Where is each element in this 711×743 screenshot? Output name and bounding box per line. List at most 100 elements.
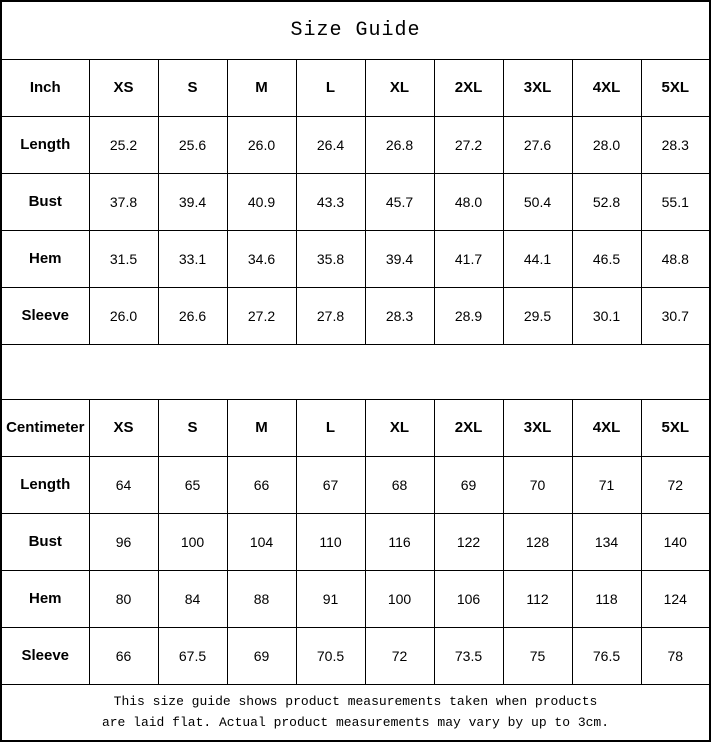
measurement-cell: 106 <box>433 569 504 628</box>
footer-row: This size guide shows product measuremen… <box>0 683 711 742</box>
measurement-cell: 73.5 <box>433 626 504 685</box>
measurement-cell: 28.9 <box>433 286 504 345</box>
measurement-cell: 66 <box>226 455 297 514</box>
measurement-cell: 55.1 <box>640 172 711 231</box>
measurement-cell: 27.8 <box>295 286 366 345</box>
measurement-cell: 39.4 <box>157 172 228 231</box>
measurement-cell: 45.7 <box>364 172 435 231</box>
spacer-cell <box>0 343 711 400</box>
measurement-cell: 118 <box>571 569 642 628</box>
row-label: Length <box>0 455 90 514</box>
measurement-cell: 27.6 <box>502 115 573 174</box>
cm-header-row: Centimeter XS S M L XL 2XL 3XL 4XL 5XL <box>0 398 711 457</box>
measurement-cell: 110 <box>295 512 366 571</box>
cm-length-row: Length 64 65 66 67 68 69 70 71 72 <box>0 455 711 514</box>
measurement-cell: 33.1 <box>157 229 228 288</box>
measurement-cell: 70 <box>502 455 573 514</box>
measurement-cell: 66 <box>88 626 159 685</box>
size-column-header: 4XL <box>571 58 642 117</box>
size-column-header: L <box>295 398 366 457</box>
cm-hem-row: Hem 80 84 88 91 100 106 112 118 124 <box>0 569 711 628</box>
measurement-cell: 48.8 <box>640 229 711 288</box>
measurement-cell: 112 <box>502 569 573 628</box>
page-title: Size Guide <box>0 0 711 60</box>
measurement-cell: 100 <box>364 569 435 628</box>
measurement-cell: 39.4 <box>364 229 435 288</box>
measurement-cell: 80 <box>88 569 159 628</box>
measurement-cell: 84 <box>157 569 228 628</box>
measurement-cell: 116 <box>364 512 435 571</box>
measurement-cell: 26.6 <box>157 286 228 345</box>
size-column-header: 3XL <box>502 398 573 457</box>
measurement-cell: 37.8 <box>88 172 159 231</box>
footer-note-line1: This size guide shows product measuremen… <box>113 693 598 709</box>
measurement-cell: 28.0 <box>571 115 642 174</box>
size-column-header: 3XL <box>502 58 573 117</box>
measurement-cell: 104 <box>226 512 297 571</box>
size-column-header: L <box>295 58 366 117</box>
measurement-cell: 40.9 <box>226 172 297 231</box>
measurement-cell: 41.7 <box>433 229 504 288</box>
measurement-cell: 35.8 <box>295 229 366 288</box>
measurement-cell: 69 <box>433 455 504 514</box>
inch-sleeve-row: Sleeve 26.0 26.6 27.2 27.8 28.3 28.9 29.… <box>0 286 711 345</box>
measurement-cell: 72 <box>364 626 435 685</box>
inch-header-row: Inch XS S M L XL 2XL 3XL 4XL 5XL <box>0 58 711 117</box>
row-label: Sleeve <box>0 626 90 685</box>
size-column-header: S <box>157 58 228 117</box>
measurement-cell: 30.1 <box>571 286 642 345</box>
measurement-cell: 43.3 <box>295 172 366 231</box>
measurement-cell: 25.6 <box>157 115 228 174</box>
measurement-cell: 46.5 <box>571 229 642 288</box>
measurement-cell: 100 <box>157 512 228 571</box>
measurement-cell: 124 <box>640 569 711 628</box>
measurement-cell: 69 <box>226 626 297 685</box>
measurement-cell: 44.1 <box>502 229 573 288</box>
measurement-cell: 128 <box>502 512 573 571</box>
measurement-cell: 31.5 <box>88 229 159 288</box>
measurement-cell: 29.5 <box>502 286 573 345</box>
measurement-cell: 70.5 <box>295 626 366 685</box>
row-label: Bust <box>0 172 90 231</box>
inch-bust-row: Bust 37.8 39.4 40.9 43.3 45.7 48.0 50.4 … <box>0 172 711 231</box>
unit-header-centimeter: Centimeter <box>0 398 90 457</box>
measurement-cell: 48.0 <box>433 172 504 231</box>
measurement-cell: 67 <box>295 455 366 514</box>
measurement-cell: 91 <box>295 569 366 628</box>
measurement-cell: 27.2 <box>226 286 297 345</box>
measurement-cell: 68 <box>364 455 435 514</box>
size-column-header: 4XL <box>571 398 642 457</box>
title-row: Size Guide <box>0 0 711 60</box>
measurement-cell: 28.3 <box>640 115 711 174</box>
measurement-cell: 30.7 <box>640 286 711 345</box>
measurement-cell: 25.2 <box>88 115 159 174</box>
measurement-cell: 72 <box>640 455 711 514</box>
measurement-cell: 71 <box>571 455 642 514</box>
size-column-header: M <box>226 58 297 117</box>
size-column-header: M <box>226 398 297 457</box>
row-label: Sleeve <box>0 286 90 345</box>
cm-sleeve-row: Sleeve 66 67.5 69 70.5 72 73.5 75 76.5 7… <box>0 626 711 685</box>
size-column-header: XL <box>364 398 435 457</box>
measurement-cell: 26.0 <box>88 286 159 345</box>
measurement-cell: 64 <box>88 455 159 514</box>
measurement-cell: 26.8 <box>364 115 435 174</box>
cm-bust-row: Bust 96 100 104 110 116 122 128 134 140 <box>0 512 711 571</box>
size-column-header: 5XL <box>640 58 711 117</box>
measurement-cell: 26.0 <box>226 115 297 174</box>
unit-header-inch: Inch <box>0 58 90 117</box>
measurement-cell: 140 <box>640 512 711 571</box>
measurement-cell: 26.4 <box>295 115 366 174</box>
measurement-cell: 65 <box>157 455 228 514</box>
size-column-header: 2XL <box>433 398 504 457</box>
measurement-cell: 122 <box>433 512 504 571</box>
row-label: Hem <box>0 229 90 288</box>
size-column-header: S <box>157 398 228 457</box>
measurement-cell: 96 <box>88 512 159 571</box>
size-column-header: 5XL <box>640 398 711 457</box>
measurement-cell: 76.5 <box>571 626 642 685</box>
inch-hem-row: Hem 31.5 33.1 34.6 35.8 39.4 41.7 44.1 4… <box>0 229 711 288</box>
measurement-cell: 88 <box>226 569 297 628</box>
measurement-cell: 52.8 <box>571 172 642 231</box>
measurement-cell: 78 <box>640 626 711 685</box>
